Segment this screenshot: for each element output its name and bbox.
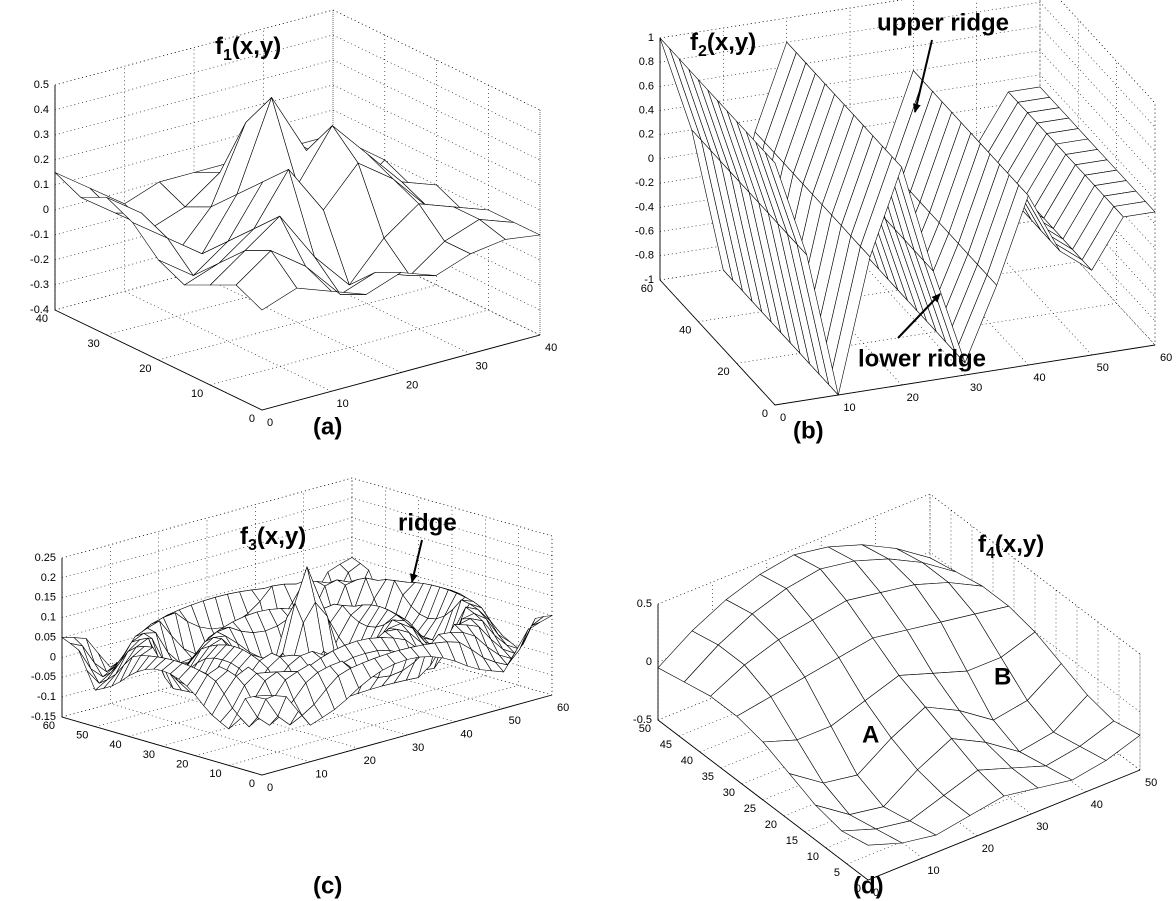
x-tick-label: 50 [1145, 777, 1157, 789]
x-tick-label: 60 [1160, 352, 1172, 364]
x-tick-label: 20 [907, 392, 919, 404]
panel-label: (b) [793, 417, 824, 444]
annotation: lower ridge [858, 345, 986, 372]
z-tick-label: 0.3 [34, 129, 49, 141]
x-tick-label: 40 [460, 729, 472, 741]
z-tick-label: -1 [644, 274, 654, 286]
y-tick-label: 0 [762, 408, 768, 420]
z-tick-label: 0 [648, 153, 654, 165]
y-tick-label: 40 [109, 739, 121, 751]
z-tick-label: 0.1 [41, 612, 56, 624]
y-tick-label: 40 [681, 755, 693, 767]
x-tick-label: 30 [476, 361, 488, 373]
z-tick-label: 0.4 [34, 104, 49, 116]
z-tick-label: -0.5 [633, 714, 652, 726]
annotation: ridge [398, 509, 457, 536]
panel-label: (d) [853, 872, 884, 899]
panel-label: (c) [313, 872, 342, 899]
y-tick-label: 15 [786, 835, 798, 847]
z-tick-label: -0.4 [635, 201, 654, 213]
x-tick-label: 40 [1091, 799, 1103, 811]
y-tick-label: 50 [76, 730, 88, 742]
z-tick-label: 0.6 [639, 80, 654, 92]
annotation: B [994, 663, 1011, 690]
x-tick-label: 20 [982, 843, 994, 855]
x-tick-label: 60 [557, 702, 569, 714]
z-tick-label: -0.4 [30, 304, 49, 316]
y-tick-label: 30 [723, 787, 735, 799]
z-tick-label: -0.2 [30, 254, 49, 266]
annotation: upper ridge [877, 9, 1009, 36]
y-tick-label: 10 [191, 388, 203, 400]
y-tick-label: 0 [249, 778, 255, 790]
x-tick-label: 20 [364, 755, 376, 767]
y-tick-label: 20 [139, 363, 151, 375]
x-tick-label: 0 [267, 417, 273, 429]
z-tick-label: 0.2 [639, 129, 654, 141]
y-tick-label: 20 [717, 366, 729, 378]
x-tick-label: 30 [412, 742, 424, 754]
y-tick-label: 20 [176, 759, 188, 771]
z-tick-label: 0.8 [639, 56, 654, 68]
x-tick-label: 10 [337, 398, 349, 410]
y-tick-label: 25 [744, 803, 756, 815]
x-tick-label: 0 [780, 412, 786, 424]
z-tick-label: -0.2 [635, 177, 654, 189]
z-tick-label: -0.1 [37, 691, 56, 703]
annotation: A [862, 721, 879, 748]
z-tick-label: -0.1 [30, 229, 49, 241]
z-tick-label: 0 [50, 651, 56, 663]
z-tick-label: 0.05 [35, 631, 56, 643]
x-tick-label: 30 [1036, 821, 1048, 833]
x-tick-label: 40 [1033, 372, 1045, 384]
x-tick-label: 40 [545, 342, 557, 354]
z-tick-label: 0.15 [35, 592, 56, 604]
y-tick-label: 10 [807, 851, 819, 863]
z-tick-label: 0.25 [35, 552, 56, 564]
x-tick-label: 50 [509, 715, 521, 727]
x-tick-label: 50 [1097, 362, 1109, 374]
y-tick-label: 5 [834, 867, 840, 879]
z-tick-label: 0.5 [637, 598, 652, 610]
figure: 010203040010203040-0.4-0.3-0.2-0.100.10.… [0, 0, 1176, 901]
z-tick-label: 0.5 [34, 79, 49, 91]
y-tick-label: 0 [249, 413, 255, 425]
x-tick-label: 10 [927, 865, 939, 877]
z-tick-label: 1 [648, 32, 654, 44]
y-tick-label: 30 [88, 338, 100, 350]
x-tick-label: 0 [267, 782, 273, 794]
y-tick-label: 35 [702, 771, 714, 783]
z-tick-label: 0.2 [41, 572, 56, 584]
z-tick-label: 0 [43, 204, 49, 216]
z-tick-label: 0.1 [34, 179, 49, 191]
y-tick-label: 45 [660, 739, 672, 751]
z-tick-label: -0.05 [31, 671, 56, 683]
x-tick-label: 20 [406, 379, 418, 391]
y-tick-label: 20 [765, 819, 777, 831]
z-tick-label: 0.2 [34, 154, 49, 166]
x-tick-label: 10 [315, 769, 327, 781]
y-tick-label: 10 [209, 768, 221, 780]
panel-label: (a) [313, 413, 342, 440]
z-tick-label: 0.4 [639, 105, 654, 117]
x-tick-label: 10 [843, 402, 855, 414]
y-tick-label: 30 [143, 749, 155, 761]
z-tick-label: -0.3 [30, 279, 49, 291]
z-tick-label: -0.15 [31, 711, 56, 723]
y-tick-label: 40 [679, 325, 691, 337]
z-tick-label: 0 [646, 656, 652, 668]
z-tick-label: -0.8 [635, 250, 654, 262]
z-tick-label: -0.6 [635, 226, 654, 238]
x-tick-label: 30 [970, 382, 982, 394]
